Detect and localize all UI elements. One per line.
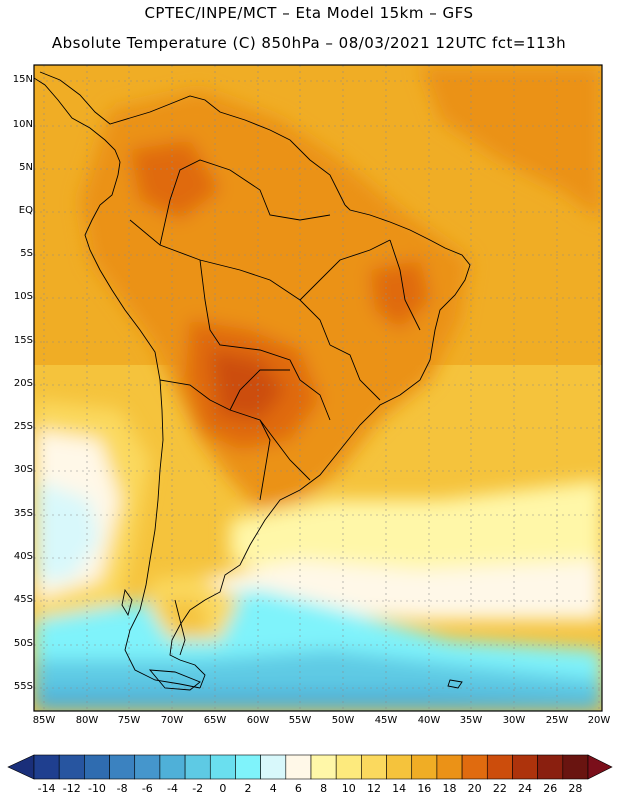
colorbar-tick-label: 22 xyxy=(492,782,507,795)
colorbar-swatch xyxy=(134,754,161,780)
colorbar-tick-label: 0 xyxy=(219,782,227,795)
colorbar-swatch xyxy=(361,754,387,780)
lon-tick-label: 55W xyxy=(288,715,312,726)
colorbar-swatch xyxy=(310,754,337,780)
colorbar-tick-label: 24 xyxy=(518,782,533,795)
lat-tick-label: 55S xyxy=(13,681,33,692)
lat-tick-label: 40S xyxy=(13,551,33,562)
colorbar-swatch xyxy=(209,754,236,780)
temperature-field xyxy=(34,65,602,711)
lon-tick-label: 20W xyxy=(587,715,611,726)
colorbar-tick-label: 14 xyxy=(392,782,407,795)
lon-tick-label: 40W xyxy=(417,715,441,726)
colorbar-tick-label: 26 xyxy=(543,782,558,795)
colorbar-tick-label: 10 xyxy=(341,782,356,795)
coastlines xyxy=(34,71,471,691)
colorbar-swatch xyxy=(486,754,513,780)
lat-tick-label: 10N xyxy=(12,119,33,130)
colorbar-swatch xyxy=(84,754,110,780)
lon-tick-label: 70W xyxy=(160,715,184,726)
lat-tick-label: 50S xyxy=(13,638,33,649)
lat-tick-label: 15S xyxy=(13,335,33,346)
colorbar-tick-label: -14 xyxy=(37,782,56,795)
colorbar-swatch xyxy=(461,754,488,780)
lon-tick-label: 25W xyxy=(545,715,569,726)
colorbar-swatch xyxy=(33,754,60,780)
colorbar-tick-label: -12 xyxy=(62,782,81,795)
colorbar-tick-label: 2 xyxy=(244,782,252,795)
colorbar-swatch xyxy=(335,754,362,780)
colorbar-swatch xyxy=(512,754,538,780)
colorbar-swatch xyxy=(562,754,589,780)
title-line-1: CPTEC/INPE/MCT – Eta Model 15km – GFS xyxy=(144,4,474,22)
colorbar-swatch xyxy=(184,754,211,780)
lon-tick-label: 75W xyxy=(117,715,141,726)
colorbar-tick-label: 12 xyxy=(366,782,381,795)
lat-tick-label: EQ xyxy=(18,205,33,216)
colorbar-swatch xyxy=(411,754,438,780)
lon-tick-label: 30W xyxy=(502,715,526,726)
lon-tick-label: 45W xyxy=(374,715,398,726)
colorbar-swatch xyxy=(235,754,261,780)
title-line-2: Absolute Temperature (C) 850hPa – 08/03/… xyxy=(51,34,567,52)
colorbar-swatch xyxy=(285,754,312,780)
colorbar-swatch xyxy=(109,754,136,780)
colorbar xyxy=(7,754,613,780)
colorbar-tick-label: 18 xyxy=(442,782,457,795)
colorbar-high-arrow xyxy=(587,754,613,780)
colorbar-swatch xyxy=(159,754,186,780)
colorbar-tick-label: -6 xyxy=(141,782,153,795)
lon-tick-label: 35W xyxy=(459,715,483,726)
colorbar-swatch xyxy=(436,754,463,780)
colorbar-tick-label: 20 xyxy=(467,782,482,795)
lon-tick-label: 50W xyxy=(331,715,355,726)
map-frame xyxy=(33,64,603,712)
colorbar-swatch xyxy=(386,754,413,780)
colorbar-tick-label: -4 xyxy=(167,782,178,795)
lat-tick-label: 15N xyxy=(12,74,33,85)
lat-tick-label: 30S xyxy=(13,464,33,475)
colorbar-swatch xyxy=(260,754,287,780)
colorbar-swatch xyxy=(58,754,85,780)
colorbar-low-arrow xyxy=(7,754,35,780)
lat-tick-label: 35S xyxy=(13,508,33,519)
colorbar-tick-label: -8 xyxy=(116,782,128,795)
lat-tick-label: 5N xyxy=(19,162,33,173)
lon-tick-label: 65W xyxy=(203,715,227,726)
lat-tick-label: 20S xyxy=(13,378,33,389)
colorbar-tick-label: 8 xyxy=(320,782,328,795)
lon-tick-label: 85W xyxy=(32,715,56,726)
colorbar-tick-label: 16 xyxy=(417,782,432,795)
colorbar-swatch xyxy=(537,754,564,780)
lon-tick-label: 80W xyxy=(75,715,99,726)
lat-tick-label: 5S xyxy=(20,248,33,259)
colorbar-tick-label: 28 xyxy=(568,782,583,795)
lat-tick-label: 10S xyxy=(13,291,33,302)
colorbar-tick-label: 4 xyxy=(269,782,277,795)
colorbar-tick-label: -2 xyxy=(192,782,204,795)
map-grid xyxy=(34,65,602,711)
lat-tick-label: 25S xyxy=(13,421,33,432)
colorbar-tick-label: 6 xyxy=(294,782,302,795)
lon-tick-label: 60W xyxy=(246,715,270,726)
colorbar-tick-label: -10 xyxy=(87,782,106,795)
lat-tick-label: 45S xyxy=(13,594,33,605)
